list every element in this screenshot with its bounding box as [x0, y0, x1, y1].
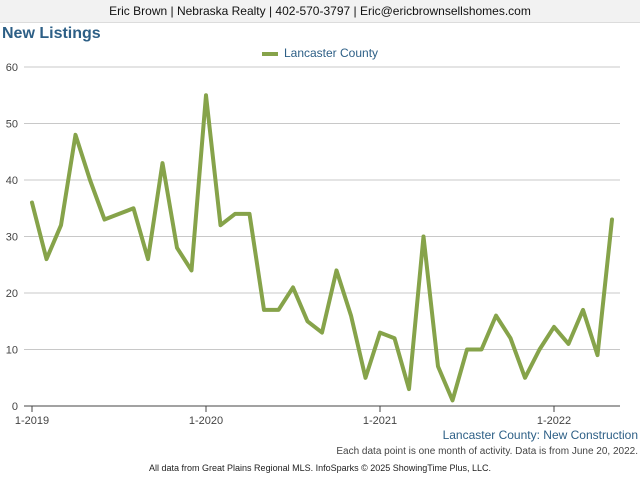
data-source: All data from Great Plains Regional MLS.…: [149, 463, 491, 473]
grid-lines: [24, 66, 620, 407]
chart-subtitle: Lancaster County: New Construction: [442, 428, 638, 442]
data-note: Each data point is one month of activity…: [336, 446, 638, 457]
legend-swatch: [261, 51, 278, 56]
y-tick-label: 10: [6, 345, 18, 357]
x-axis: 1-2019 1-2020 1-2021 1-2022: [15, 406, 571, 427]
chart-title: New Listings: [2, 25, 101, 42]
y-tick-label: 50: [6, 119, 18, 131]
y-tick-labels: 0 10 20 30 40 50 60: [6, 62, 18, 413]
y-tick-label: 60: [6, 62, 18, 74]
x-tick-label: 1-2019: [15, 415, 49, 427]
y-tick-label: 20: [6, 288, 18, 300]
y-tick-label: 30: [6, 232, 18, 244]
x-tick-label: 1-2020: [189, 415, 223, 427]
x-tick-label: 1-2022: [537, 415, 571, 427]
legend: Lancaster County: [0, 46, 640, 60]
y-tick-label: 40: [6, 175, 18, 187]
y-tick-label: 0: [12, 401, 18, 413]
contact-header: Eric Brown | Nebraska Realty | 402-570-3…: [0, 0, 640, 23]
series-line: [30, 93, 614, 403]
series-group: [30, 93, 614, 403]
x-tick-label: 1-2021: [363, 415, 397, 427]
legend-label: Lancaster County: [283, 46, 379, 60]
